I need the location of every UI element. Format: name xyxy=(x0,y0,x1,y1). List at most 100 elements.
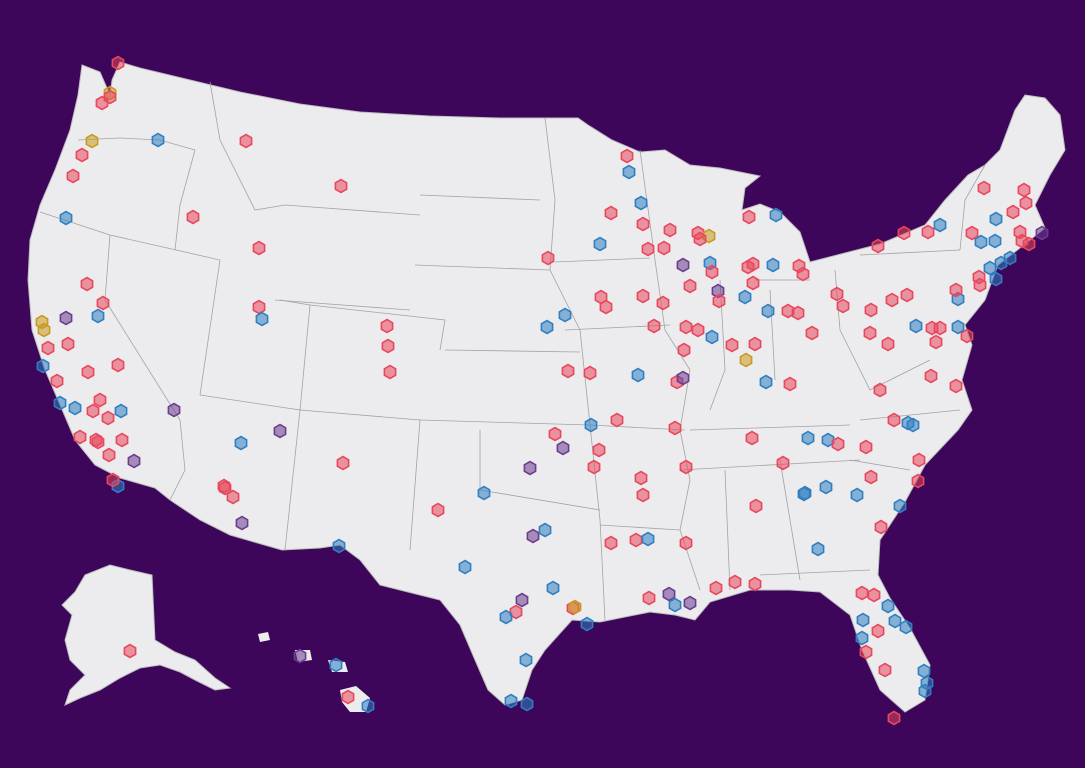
location-marker-red[interactable] xyxy=(636,288,650,304)
location-marker-blue[interactable] xyxy=(558,307,572,323)
location-marker-blue[interactable] xyxy=(983,260,997,276)
location-marker-red[interactable] xyxy=(871,238,885,254)
location-marker-red[interactable] xyxy=(93,392,107,408)
location-marker-blue[interactable] xyxy=(761,303,775,319)
location-marker-red[interactable] xyxy=(709,580,723,596)
location-marker-red[interactable] xyxy=(887,710,901,726)
location-marker-red[interactable] xyxy=(897,225,911,241)
location-marker-blue[interactable] xyxy=(332,538,346,554)
location-marker-red[interactable] xyxy=(881,336,895,352)
location-marker-red[interactable] xyxy=(380,318,394,334)
location-marker-blue[interactable] xyxy=(906,417,920,433)
location-marker-blue[interactable] xyxy=(881,598,895,614)
location-marker-blue[interactable] xyxy=(893,498,907,514)
location-marker-red[interactable] xyxy=(111,357,125,373)
location-marker-red[interactable] xyxy=(610,412,624,428)
location-marker-red[interactable] xyxy=(548,426,562,442)
location-marker-red[interactable] xyxy=(864,469,878,485)
location-marker-red[interactable] xyxy=(960,328,974,344)
location-marker-blue[interactable] xyxy=(856,612,870,628)
location-marker-red[interactable] xyxy=(679,319,693,335)
location-marker-blue[interactable] xyxy=(499,609,513,625)
location-marker-blue[interactable] xyxy=(705,329,719,345)
location-marker-red[interactable] xyxy=(911,473,925,489)
location-marker-blue[interactable] xyxy=(989,271,1003,287)
location-marker-red[interactable] xyxy=(885,292,899,308)
location-marker-gold[interactable] xyxy=(85,133,99,149)
location-marker-blue[interactable] xyxy=(641,531,655,547)
location-marker-red[interactable] xyxy=(647,318,661,334)
location-marker-red[interactable] xyxy=(912,452,926,468)
location-marker-red[interactable] xyxy=(604,205,618,221)
location-marker-red[interactable] xyxy=(657,240,671,256)
location-marker-blue[interactable] xyxy=(151,132,165,148)
location-marker-red[interactable] xyxy=(965,225,979,241)
location-marker-red[interactable] xyxy=(561,363,575,379)
location-marker-red[interactable] xyxy=(836,298,850,314)
location-marker-red[interactable] xyxy=(705,264,719,280)
location-marker-red[interactable] xyxy=(106,472,120,488)
location-marker-blue[interactable] xyxy=(59,210,73,226)
location-marker-red[interactable] xyxy=(742,209,756,225)
location-marker-red[interactable] xyxy=(867,587,881,603)
location-marker-red[interactable] xyxy=(831,436,845,452)
location-marker-red[interactable] xyxy=(859,644,873,660)
location-marker-purple[interactable] xyxy=(683,595,697,611)
location-marker-blue[interactable] xyxy=(504,693,518,709)
location-marker-purple[interactable] xyxy=(1035,225,1049,241)
location-marker-blue[interactable] xyxy=(668,597,682,613)
location-marker-red[interactable] xyxy=(252,240,266,256)
location-marker-red[interactable] xyxy=(96,295,110,311)
location-marker-blue[interactable] xyxy=(933,217,947,233)
location-marker-blue[interactable] xyxy=(234,435,248,451)
location-marker-red[interactable] xyxy=(887,412,901,428)
location-marker-purple[interactable] xyxy=(556,440,570,456)
location-marker-red[interactable] xyxy=(334,178,348,194)
location-marker-red[interactable] xyxy=(252,299,266,315)
location-marker-red[interactable] xyxy=(217,478,231,494)
location-marker-red[interactable] xyxy=(691,322,705,338)
location-marker-red[interactable] xyxy=(341,689,355,705)
location-marker-red[interactable] xyxy=(977,180,991,196)
location-marker-red[interactable] xyxy=(864,302,878,318)
location-marker-red[interactable] xyxy=(973,277,987,293)
location-marker-purple[interactable] xyxy=(523,460,537,476)
location-marker-red[interactable] xyxy=(863,325,877,341)
location-marker-blue[interactable] xyxy=(974,234,988,250)
location-marker-blue[interactable] xyxy=(584,417,598,433)
location-marker-red[interactable] xyxy=(111,55,125,71)
location-marker-red[interactable] xyxy=(50,373,64,389)
location-marker-red[interactable] xyxy=(949,282,963,298)
location-marker-blue[interactable] xyxy=(53,395,67,411)
location-marker-red[interactable] xyxy=(1019,195,1033,211)
location-marker-blue[interactable] xyxy=(622,164,636,180)
location-marker-blue[interactable] xyxy=(918,683,932,699)
location-marker-blue[interactable] xyxy=(68,400,82,416)
location-marker-gold[interactable] xyxy=(739,352,753,368)
location-marker-purple[interactable] xyxy=(676,370,690,386)
location-marker-purple[interactable] xyxy=(127,453,141,469)
location-marker-red[interactable] xyxy=(431,502,445,518)
location-marker-blue[interactable] xyxy=(361,698,375,714)
location-marker-red[interactable] xyxy=(874,519,888,535)
location-marker-blue[interactable] xyxy=(91,308,105,324)
location-marker-red[interactable] xyxy=(41,340,55,356)
location-marker-red[interactable] xyxy=(746,275,760,291)
location-marker-red[interactable] xyxy=(873,382,887,398)
location-marker-blue[interactable] xyxy=(766,257,780,273)
location-marker-purple[interactable] xyxy=(515,592,529,608)
location-marker-blue[interactable] xyxy=(819,479,833,495)
location-marker-red[interactable] xyxy=(871,623,885,639)
location-marker-red[interactable] xyxy=(776,455,790,471)
location-marker-red[interactable] xyxy=(781,303,795,319)
location-marker-red[interactable] xyxy=(712,293,726,309)
location-marker-red[interactable] xyxy=(1017,182,1031,198)
location-marker-red[interactable] xyxy=(783,376,797,392)
location-marker-red[interactable] xyxy=(123,643,137,659)
location-marker-red[interactable] xyxy=(73,429,87,445)
location-marker-red[interactable] xyxy=(728,574,742,590)
location-marker-blue[interactable] xyxy=(255,311,269,327)
location-marker-red[interactable] xyxy=(75,147,89,163)
location-marker-red[interactable] xyxy=(587,459,601,475)
location-marker-blue[interactable] xyxy=(580,616,594,632)
